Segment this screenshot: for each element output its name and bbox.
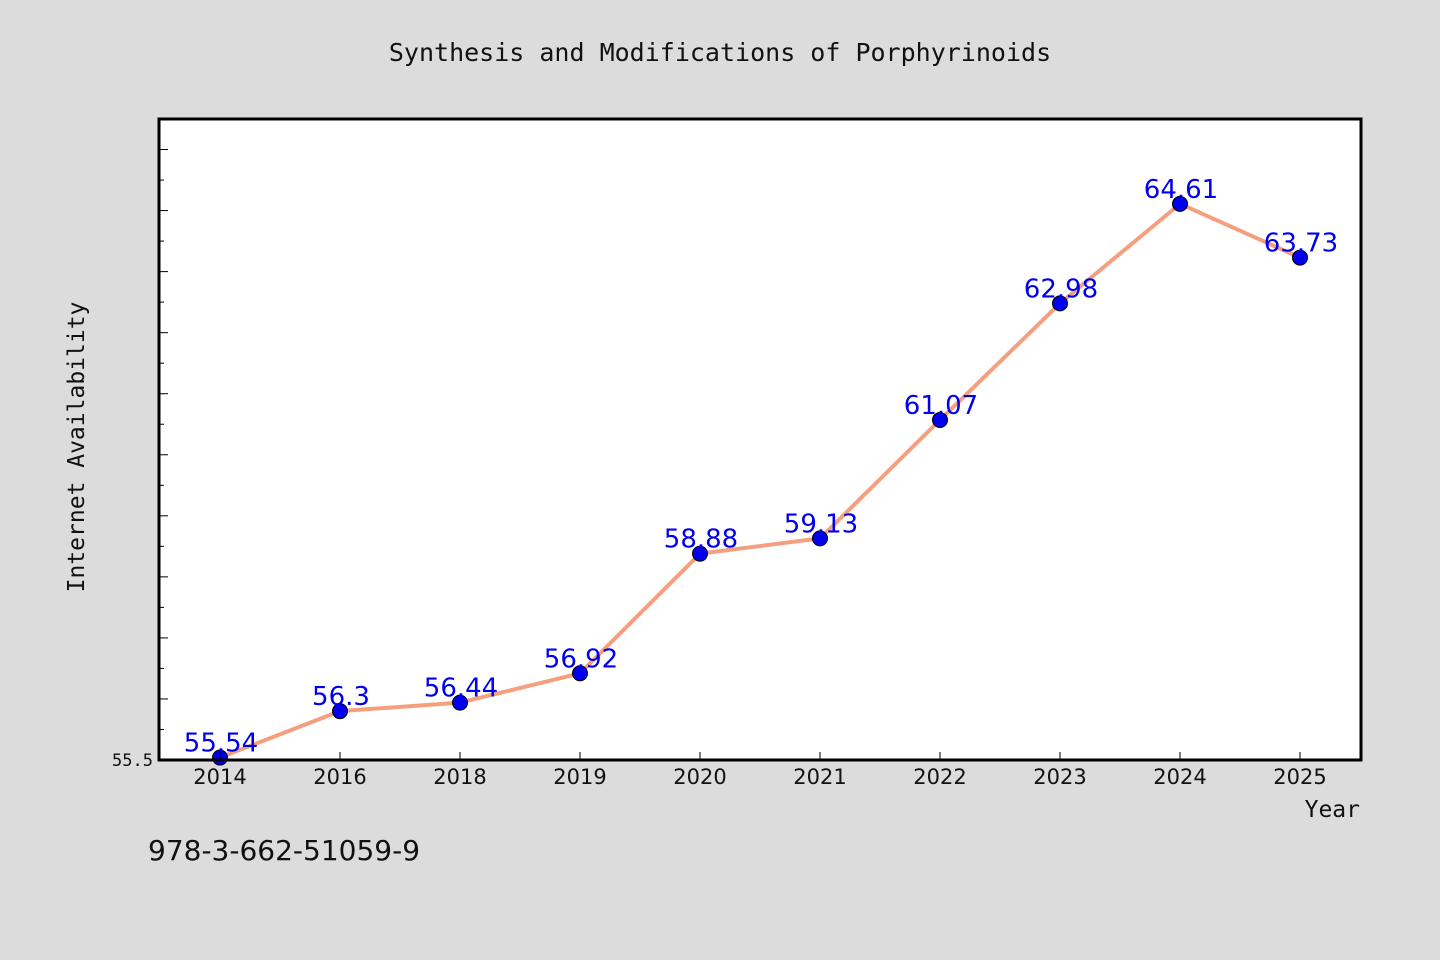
x-tick-label: 2019 xyxy=(553,765,606,789)
data-label: 64.61 xyxy=(1144,175,1218,205)
data-point xyxy=(932,411,948,428)
data-point xyxy=(1292,249,1308,266)
data-point xyxy=(692,545,708,562)
x-tick-label: 2020 xyxy=(673,765,726,789)
data-point xyxy=(812,530,828,547)
x-axis-label: Year xyxy=(1305,797,1360,823)
x-tick-label: 2025 xyxy=(1273,765,1326,789)
plot-area xyxy=(159,119,1361,760)
plot-frame xyxy=(157,117,1363,762)
x-tick-label: 2016 xyxy=(313,765,366,789)
y-axis-tick-label: 55.5 xyxy=(112,751,153,771)
data-label: 55.54 xyxy=(184,729,258,759)
chart-title: Synthesis and Modifications of Porphyrin… xyxy=(389,38,1051,67)
data-label: 58.88 xyxy=(664,525,738,555)
data-point xyxy=(452,694,468,711)
data-point xyxy=(572,665,588,682)
data-labels: 55.54 56.3 56.44 56.92 58.88 59.13 61.07 62.98 6… xyxy=(184,175,1338,759)
data-point xyxy=(1052,295,1068,312)
data-label: 63.73 xyxy=(1264,229,1338,259)
x-tick-label: 2023 xyxy=(1033,765,1086,789)
data-point xyxy=(1172,195,1188,212)
data-point xyxy=(332,703,348,720)
data-label: 61.07 xyxy=(904,391,978,421)
data-label: 59.13 xyxy=(784,509,858,539)
isbn-label: 978-3-662-51059-9 xyxy=(148,834,421,867)
x-tick-label: 2022 xyxy=(913,765,966,789)
data-label: 62.98 xyxy=(1024,274,1098,304)
series-line xyxy=(219,201,1301,760)
data-label: 56.44 xyxy=(424,674,498,704)
x-tick-label: 2024 xyxy=(1153,765,1206,789)
data-label: 56.92 xyxy=(544,644,618,674)
series-line-group xyxy=(219,201,1301,760)
y-axis-label: Internet Availability xyxy=(64,302,90,593)
x-tick-label: 2014 xyxy=(193,765,246,789)
x-tick-label: 2018 xyxy=(433,765,486,789)
x-tick-label: 2021 xyxy=(793,765,846,789)
data-label: 56.3 xyxy=(312,682,370,712)
x-axis-tick-labels: 2014 2016 2018 2019 2020 2021 2022 2023 2024 2025 xyxy=(193,752,1327,789)
